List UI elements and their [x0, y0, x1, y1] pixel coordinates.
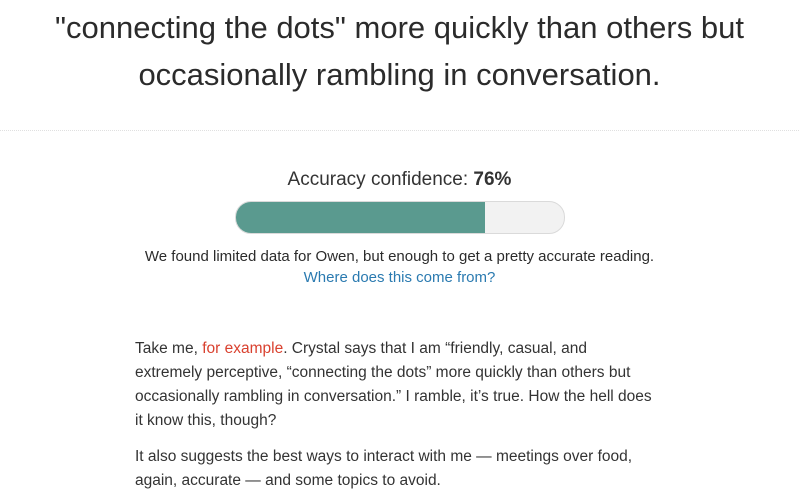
article-body: Take me, for example. Crystal says that …	[135, 337, 665, 499]
section-divider	[0, 130, 799, 131]
article-paragraph-1: Take me, for example. Crystal says that …	[135, 337, 665, 433]
article-p1-line-1: Take me, for example. Crystal says that …	[135, 337, 665, 361]
accuracy-confidence-text: Accuracy confidence:	[287, 169, 474, 190]
data-source-link[interactable]: Where does this come from?	[303, 269, 496, 286]
article-p1-line-1-post: . Crystal says that I am “friendly, casu…	[283, 340, 587, 357]
for-example-link[interactable]: for example	[202, 340, 284, 357]
article-paragraph-2: It also suggests the best ways to intera…	[135, 445, 665, 493]
article-p2-line-1: It also suggests the best ways to intera…	[135, 448, 633, 465]
accuracy-confidence-label: Accuracy confidence: 76%	[0, 168, 799, 192]
article-p1-pre: Take me,	[135, 340, 203, 357]
article-p1-line-4: it know this, though?	[135, 412, 277, 429]
accuracy-progress-bar	[235, 201, 565, 234]
article-p2-line-2: again, accurate — and some topics to avo…	[135, 472, 441, 489]
article-p1-line-2: extremely perceptive, “connecting the do…	[135, 364, 631, 381]
headline-line-1: "connecting the dots" more quickly than …	[55, 10, 744, 45]
limited-data-note: We found limited data for Owen, but enou…	[144, 248, 655, 265]
accuracy-confidence-percent: 76%	[473, 169, 512, 190]
accuracy-progress-fill	[236, 202, 486, 233]
article-p1-line-3: occasionally rambling in conversation.” …	[135, 388, 652, 405]
headline-line-2: occasionally rambling in conversation.	[138, 57, 661, 92]
